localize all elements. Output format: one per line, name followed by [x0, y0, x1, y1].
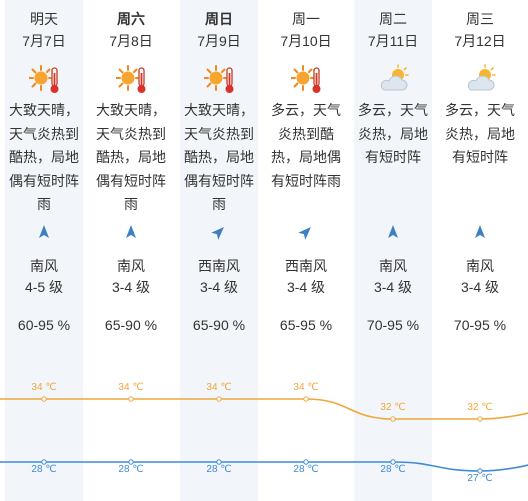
day-label: 周六 — [117, 11, 145, 27]
day-label: 周一 — [292, 11, 320, 27]
wind-level: 3-4 级 — [373, 279, 413, 295]
sunny-hot-icon — [203, 64, 236, 96]
sunny-hot-icon — [290, 64, 323, 96]
day-column: 周二 7月11日 多云，天气炎热，局地有短时阵 南风 3-4 级 70-95 %… — [354, 0, 432, 501]
day-column: 明天 7月7日 大致天晴，天气炎热到酷热，局地偶有短时阵雨 南风 4-5 级 6… — [5, 0, 83, 501]
low-temp-label: 28 ℃ — [31, 464, 57, 475]
sunny-hot-icon — [115, 64, 148, 96]
day-label: 明天 — [30, 11, 58, 27]
high-temp-label: 34 ℃ — [118, 382, 144, 393]
weather-description: 大致天晴，天气炎热到酷热，局地偶有短时阵雨 — [184, 102, 254, 212]
weather-description: 大致天晴，天气炎热到酷热，局地偶有短时阵雨 — [9, 102, 79, 212]
low-temp-label: 28 ℃ — [206, 464, 232, 475]
wind-level: 4-5 级 — [24, 279, 64, 295]
wind-direction-icon — [470, 222, 490, 242]
humidity: 70-95 % — [453, 317, 507, 333]
wind-level: 3-4 级 — [286, 279, 326, 295]
low-temp-label: 28 ℃ — [380, 464, 406, 475]
low-temp-label: 27 ℃ — [467, 473, 493, 484]
wind-direction-icon — [34, 222, 54, 242]
day-column: 周日 7月9日 大致天晴，天气炎热到酷热，局地偶有短时阵雨 西南风 3-4 级 … — [180, 0, 258, 501]
day-column: 周六 7月8日 大致天晴，天气炎热到酷热，局地偶有短时阵雨 南风 3-4 级 6… — [92, 0, 170, 501]
day-label: 周日 — [205, 11, 233, 27]
wind-direction-icon — [121, 222, 141, 242]
high-temp-label: 34 ℃ — [31, 382, 57, 393]
wind-direction: 南风 — [117, 258, 145, 274]
wind-direction: 西南风 — [285, 258, 327, 274]
wind-level: 3-4 级 — [199, 279, 239, 295]
cloudy-sun-icon — [378, 64, 410, 96]
high-temp-label: 32 ℃ — [380, 402, 406, 413]
weather-description: 多云，天气炎热，局地有短时阵 — [358, 102, 428, 165]
date-label: 7月11日 — [367, 33, 419, 49]
humidity: 65-90 % — [104, 317, 158, 333]
wind-direction-icon — [383, 222, 403, 242]
weather-description: 大致天晴，天气炎热到酷热，局地偶有短时阵雨 — [96, 102, 166, 212]
wind-direction: 西南风 — [198, 258, 240, 274]
wind-direction-icon — [209, 222, 229, 242]
low-temp-label: 28 ℃ — [118, 464, 144, 475]
date-label: 7月7日 — [22, 33, 66, 49]
humidity: 70-95 % — [366, 317, 420, 333]
humidity: 60-95 % — [17, 317, 71, 333]
humidity: 65-95 % — [279, 317, 333, 333]
day-column: 周一 7月10日 多云，天气炎热到酷热，局地偶有短时阵雨 西南风 3-4 级 6… — [267, 0, 345, 501]
humidity: 65-90 % — [192, 317, 246, 333]
high-temp-label: 34 ℃ — [206, 382, 232, 393]
day-label: 周三 — [466, 11, 494, 27]
day-label: 周二 — [379, 11, 407, 27]
sunny-hot-icon — [28, 64, 61, 96]
date-label: 7月9日 — [197, 33, 241, 49]
wind-level: 3-4 级 — [460, 279, 500, 295]
wind-direction: 南风 — [379, 258, 407, 274]
weather-description: 多云，天气炎热到酷热，局地偶有短时阵雨 — [271, 102, 341, 189]
high-temp-label: 34 ℃ — [293, 382, 319, 393]
date-label: 7月12日 — [454, 33, 506, 49]
date-label: 7月8日 — [109, 33, 153, 49]
day-column: 周三 7月12日 多云，天气炎热，局地有短时阵 南风 3-4 级 70-95 %… — [441, 0, 519, 501]
low-temp-label: 28 ℃ — [293, 464, 319, 475]
weather-description: 多云，天气炎热，局地有短时阵 — [445, 102, 515, 165]
wind-direction-icon — [296, 222, 316, 242]
wind-level: 3-4 级 — [111, 279, 151, 295]
cloudy-sun-icon — [465, 64, 497, 96]
wind-direction: 南风 — [30, 258, 58, 274]
date-label: 7月10日 — [280, 33, 332, 49]
high-temp-label: 32 ℃ — [467, 402, 493, 413]
wind-direction: 南风 — [466, 258, 494, 274]
